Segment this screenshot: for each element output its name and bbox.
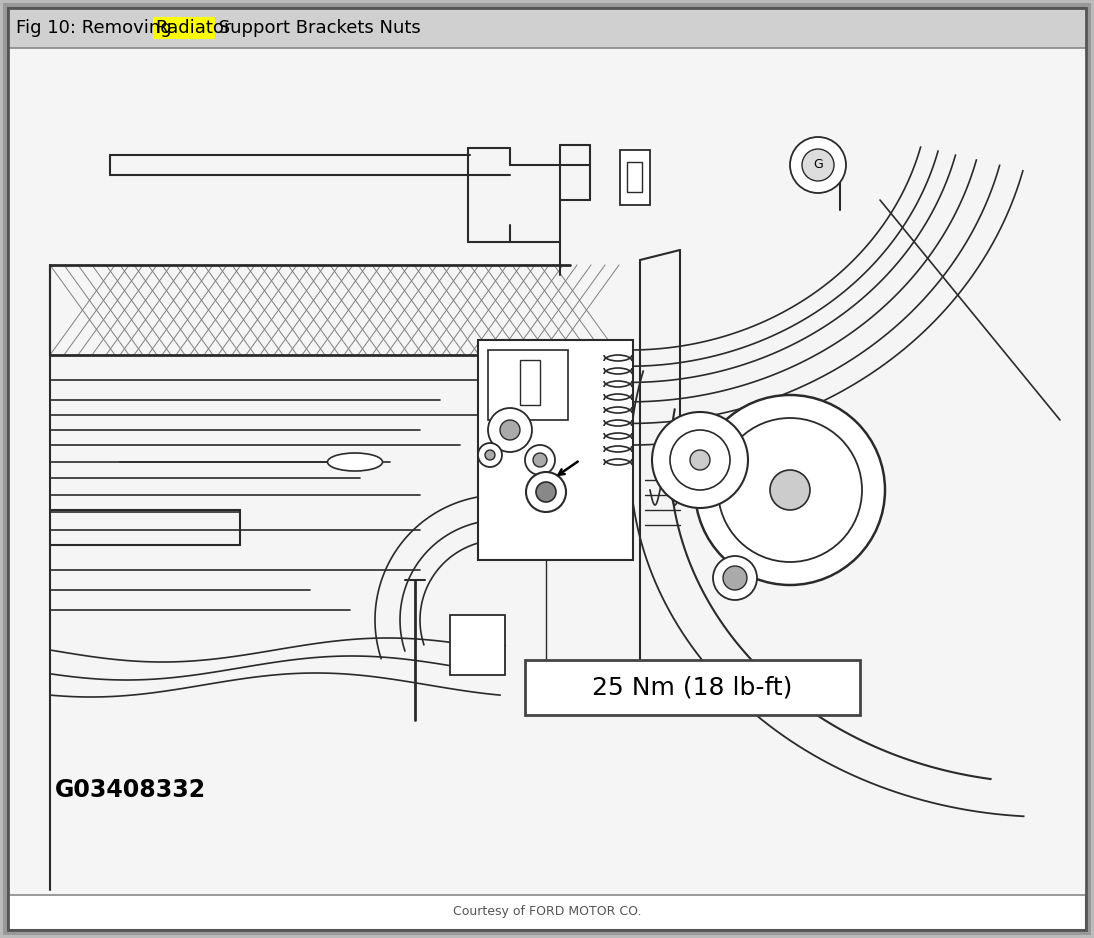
Text: G03408332: G03408332 [55, 778, 206, 802]
Circle shape [695, 395, 885, 585]
Circle shape [723, 566, 747, 590]
Text: 25 Nm (18 lb-ft): 25 Nm (18 lb-ft) [592, 675, 793, 700]
Circle shape [713, 556, 757, 600]
Circle shape [770, 470, 810, 510]
Circle shape [718, 418, 862, 562]
Bar [520, 360, 540, 405]
Circle shape [670, 430, 730, 490]
Circle shape [536, 482, 556, 502]
Bar [620, 150, 650, 205]
Circle shape [525, 445, 555, 475]
Circle shape [790, 137, 846, 193]
Text: Courtesy of FORD MOTOR CO.: Courtesy of FORD MOTOR CO. [453, 905, 641, 918]
Circle shape [500, 420, 520, 440]
Bar [478, 340, 633, 560]
Bar [627, 162, 642, 192]
Bar [525, 660, 860, 715]
Bar [8, 8, 1086, 48]
Circle shape [533, 453, 547, 467]
Bar [488, 350, 568, 420]
Ellipse shape [327, 453, 383, 471]
Text: G: G [813, 159, 823, 172]
Circle shape [488, 408, 532, 452]
Text: Radiator: Radiator [155, 19, 231, 37]
Text: Fig 10: Removing: Fig 10: Removing [16, 19, 177, 37]
Circle shape [652, 412, 748, 508]
Text: Support Brackets Nuts: Support Brackets Nuts [213, 19, 421, 37]
Circle shape [802, 149, 834, 181]
Circle shape [690, 450, 710, 470]
Bar [153, 17, 216, 39]
Circle shape [478, 443, 502, 467]
Circle shape [526, 472, 566, 512]
Bar [450, 615, 505, 675]
Circle shape [485, 450, 494, 460]
